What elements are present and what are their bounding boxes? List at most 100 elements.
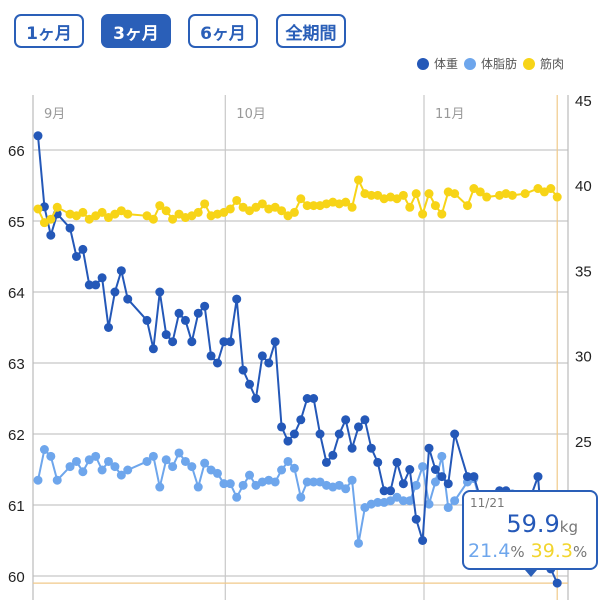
data-point	[245, 379, 255, 389]
data-point	[430, 201, 440, 211]
data-point	[450, 429, 460, 439]
data-point	[116, 266, 126, 276]
legend-label: 体脂肪	[480, 57, 517, 71]
tooltip-fat-value: 21.4	[468, 540, 511, 562]
data-point	[91, 451, 101, 461]
data-point	[168, 337, 178, 347]
data-point	[206, 351, 216, 361]
data-point	[161, 330, 171, 340]
period-6-month-button[interactable]: 6ヶ月	[188, 14, 258, 48]
data-point	[52, 202, 62, 212]
tooltip-pointer	[525, 570, 537, 577]
data-point	[110, 462, 120, 472]
data-point	[309, 394, 319, 403]
data-point	[405, 465, 415, 474]
data-point	[161, 455, 171, 465]
data-point	[443, 479, 453, 489]
data-point	[405, 496, 415, 506]
data-point	[347, 443, 357, 453]
data-point	[398, 496, 408, 506]
data-point	[475, 187, 485, 197]
data-point	[110, 287, 120, 297]
data-point	[469, 472, 479, 482]
left-axis-tick: 65	[8, 214, 25, 231]
data-point	[46, 230, 56, 240]
data-point	[418, 536, 428, 545]
data-point	[315, 429, 325, 439]
data-point	[116, 470, 126, 480]
data-point	[379, 486, 389, 496]
legend-fat: 体脂肪	[463, 55, 517, 72]
data-point	[245, 470, 255, 480]
data-point	[39, 445, 49, 455]
data-point	[65, 462, 75, 472]
data-point	[219, 337, 229, 347]
data-point	[257, 199, 267, 209]
data-point	[33, 475, 43, 485]
left-axis-tick: 61	[8, 498, 25, 515]
data-point	[462, 472, 472, 482]
data-point	[97, 465, 107, 475]
data-point	[65, 223, 75, 233]
legend-weight: 体重	[416, 55, 458, 72]
data-point	[148, 344, 158, 354]
left-axis-tick: 62	[8, 427, 25, 444]
data-point	[341, 415, 351, 425]
data-point	[225, 479, 235, 489]
data-point	[225, 337, 235, 347]
data-point	[212, 468, 222, 478]
data-point	[443, 503, 453, 513]
tooltip-weight: 59.9kg	[506, 510, 578, 538]
data-point	[386, 486, 396, 496]
data-point	[418, 209, 428, 219]
data-point	[78, 467, 88, 477]
data-point	[123, 465, 133, 475]
data-point	[78, 207, 88, 217]
muscle-dot-icon	[522, 57, 535, 70]
data-point	[200, 458, 210, 468]
data-point	[341, 484, 351, 494]
right-axis-tick: 35	[575, 263, 592, 280]
data-point	[277, 465, 287, 475]
data-point	[309, 477, 319, 487]
data-point	[482, 192, 492, 202]
data-point	[520, 189, 530, 199]
data-point	[238, 365, 248, 375]
data-point	[533, 472, 543, 482]
data-point	[212, 358, 222, 368]
data-point	[46, 214, 56, 224]
left-axis-tick: 64	[8, 285, 25, 302]
data-point	[341, 197, 351, 207]
data-point	[437, 451, 447, 461]
period-1-month-button[interactable]: 1ヶ月	[14, 14, 84, 48]
data-point	[366, 190, 376, 200]
period-all-button[interactable]: 全期間	[276, 14, 346, 48]
tooltip-muscle-value: 39.3	[530, 540, 573, 562]
right-axis-tick: 40	[575, 178, 592, 195]
data-point	[392, 457, 402, 467]
data-point	[283, 456, 293, 466]
period-3-month-button[interactable]: 3ヶ月	[101, 14, 171, 48]
tooltip-date: 11/21	[470, 496, 505, 510]
data-point	[200, 301, 210, 311]
data-point	[411, 480, 421, 490]
series-2	[33, 175, 562, 228]
data-point	[187, 462, 197, 472]
data-point	[289, 429, 299, 439]
left-axis-tick: 66	[8, 143, 25, 160]
month-label: 9月	[44, 107, 65, 122]
data-point	[507, 190, 517, 200]
data-point	[450, 496, 460, 506]
data-point	[123, 209, 133, 219]
data-point	[174, 308, 184, 318]
month-label: 11月	[435, 107, 465, 122]
data-point	[277, 422, 287, 432]
data-point	[283, 436, 293, 446]
data-point	[270, 337, 280, 347]
data-point	[174, 448, 184, 458]
data-point	[148, 214, 158, 224]
tooltip-weight-unit: kg	[559, 518, 578, 536]
data-point	[418, 462, 428, 472]
tooltip-weight-value: 59.9	[506, 510, 560, 538]
